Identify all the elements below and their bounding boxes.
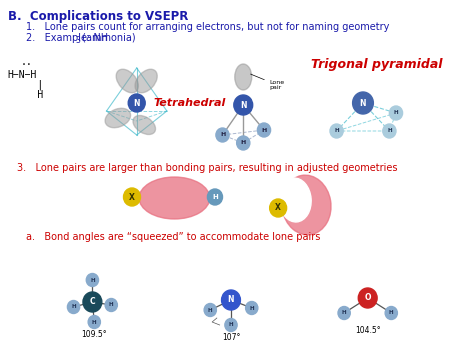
Text: Trigonal pyramidal: Trigonal pyramidal bbox=[311, 58, 443, 71]
Circle shape bbox=[237, 136, 250, 150]
Text: B.  Complications to VSEPR: B. Complications to VSEPR bbox=[8, 10, 188, 23]
Text: H: H bbox=[90, 278, 95, 283]
Circle shape bbox=[225, 318, 237, 332]
Text: Lone
pair: Lone pair bbox=[251, 74, 285, 91]
Circle shape bbox=[124, 188, 140, 206]
Text: H: H bbox=[261, 127, 266, 132]
Text: N: N bbox=[360, 98, 366, 108]
Text: 1.   Lone pairs count for arranging electrons, but not for naming geometry: 1. Lone pairs count for arranging electr… bbox=[27, 22, 390, 32]
Circle shape bbox=[208, 189, 222, 205]
Ellipse shape bbox=[139, 177, 210, 219]
Text: H: H bbox=[342, 311, 346, 316]
Text: (ammonia): (ammonia) bbox=[79, 33, 136, 43]
Circle shape bbox=[270, 199, 287, 217]
Text: 104.5°: 104.5° bbox=[355, 326, 381, 335]
Text: 3: 3 bbox=[75, 36, 80, 45]
Text: H: H bbox=[241, 141, 246, 146]
Text: X: X bbox=[129, 192, 135, 202]
Ellipse shape bbox=[116, 69, 138, 93]
Text: N: N bbox=[228, 295, 234, 305]
Circle shape bbox=[204, 304, 216, 317]
Text: N: N bbox=[240, 100, 246, 109]
Text: 107°: 107° bbox=[222, 333, 240, 342]
Circle shape bbox=[234, 95, 253, 115]
Text: H: H bbox=[92, 320, 97, 324]
Ellipse shape bbox=[279, 178, 311, 222]
Circle shape bbox=[338, 306, 350, 320]
Circle shape bbox=[83, 292, 102, 312]
Circle shape bbox=[257, 123, 271, 137]
Text: H: H bbox=[109, 302, 114, 307]
Ellipse shape bbox=[282, 175, 331, 235]
Circle shape bbox=[385, 306, 397, 320]
Text: H: H bbox=[334, 129, 339, 133]
Text: H: H bbox=[387, 129, 392, 133]
Circle shape bbox=[221, 290, 240, 310]
Circle shape bbox=[383, 124, 396, 138]
Text: a.   Bond angles are “squeezed” to accommodate lone pairs: a. Bond angles are “squeezed” to accommo… bbox=[27, 232, 321, 242]
Circle shape bbox=[330, 124, 343, 138]
Circle shape bbox=[88, 316, 100, 328]
Text: C: C bbox=[90, 297, 95, 306]
Circle shape bbox=[86, 273, 99, 286]
Text: 3.   Lone pairs are larger than bonding pairs, resulting in adjusted geometries: 3. Lone pairs are larger than bonding pa… bbox=[17, 163, 398, 173]
Text: H: H bbox=[394, 110, 398, 115]
Text: ··: ·· bbox=[21, 60, 33, 70]
Ellipse shape bbox=[235, 64, 252, 90]
Ellipse shape bbox=[135, 69, 157, 93]
Circle shape bbox=[358, 288, 377, 308]
Text: |: | bbox=[8, 80, 43, 91]
Text: X: X bbox=[275, 203, 281, 213]
Text: H: H bbox=[208, 307, 212, 312]
Ellipse shape bbox=[133, 115, 155, 135]
Text: H: H bbox=[220, 132, 225, 137]
Text: H: H bbox=[228, 322, 233, 328]
Text: H: H bbox=[212, 194, 218, 200]
Text: H: H bbox=[249, 306, 254, 311]
Text: H: H bbox=[389, 311, 393, 316]
Circle shape bbox=[67, 300, 80, 313]
Circle shape bbox=[353, 92, 374, 114]
Text: 2.   Example: NH: 2. Example: NH bbox=[27, 33, 109, 43]
Circle shape bbox=[246, 301, 258, 315]
Text: 109.5°: 109.5° bbox=[82, 330, 107, 339]
Text: H: H bbox=[71, 305, 76, 310]
Ellipse shape bbox=[105, 108, 131, 128]
Text: N: N bbox=[134, 98, 140, 108]
Text: H−N−H: H−N−H bbox=[8, 70, 37, 80]
Text: H: H bbox=[8, 90, 43, 100]
Text: Tetrahedral: Tetrahedral bbox=[154, 98, 226, 108]
Text: O: O bbox=[365, 294, 371, 302]
Circle shape bbox=[128, 94, 145, 112]
Circle shape bbox=[216, 128, 229, 142]
Circle shape bbox=[389, 106, 402, 120]
Circle shape bbox=[105, 299, 118, 311]
